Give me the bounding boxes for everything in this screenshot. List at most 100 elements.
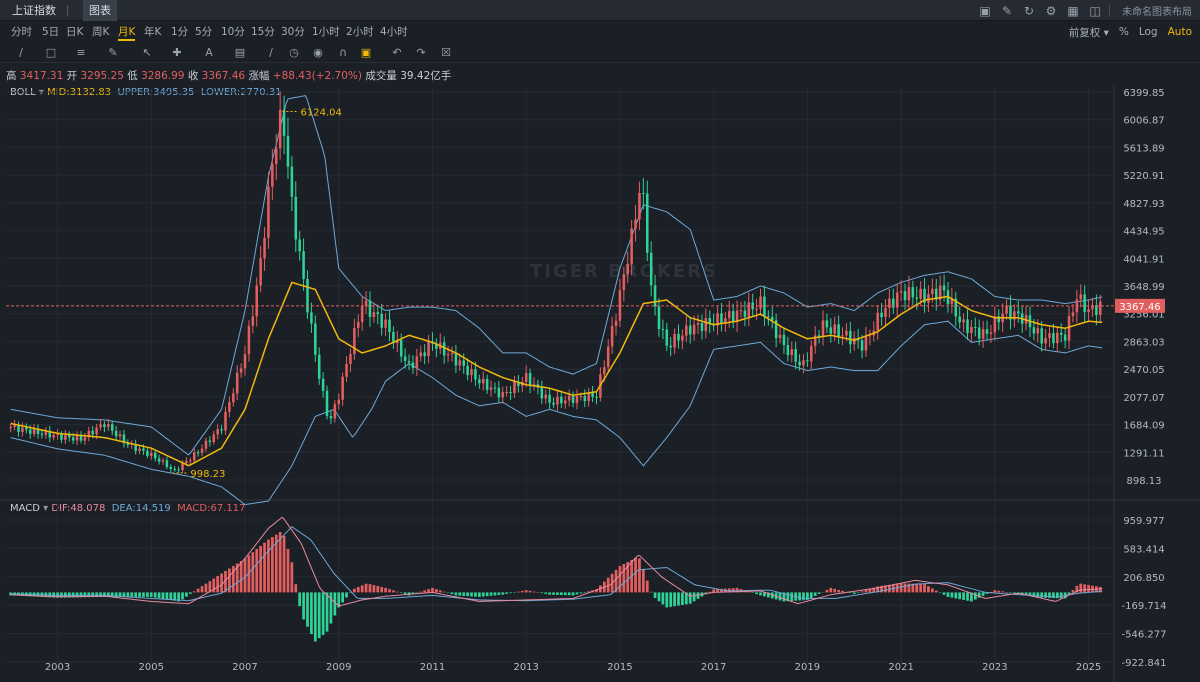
candle-body bbox=[794, 349, 797, 362]
settings-icon[interactable]: ⚙ bbox=[1045, 3, 1057, 18]
period-timeshare[interactable]: 分时 bbox=[11, 26, 32, 38]
macd-bar bbox=[684, 592, 688, 605]
macd-bar bbox=[513, 592, 516, 593]
macd-bar bbox=[1071, 590, 1075, 593]
auto-toggle[interactable]: Auto bbox=[1167, 26, 1192, 38]
period-1h[interactable]: 1小时 bbox=[312, 26, 340, 38]
candle-body bbox=[587, 392, 590, 402]
candle-body bbox=[95, 427, 98, 435]
lock-icon[interactable]: ◷ bbox=[289, 46, 299, 59]
candle-body bbox=[9, 426, 12, 428]
candle-body bbox=[778, 334, 782, 339]
macd-bar bbox=[438, 590, 442, 593]
period-15m[interactable]: 15分 bbox=[251, 26, 275, 38]
macd-bar bbox=[556, 592, 559, 595]
layout-icon[interactable]: ◫ bbox=[1089, 3, 1101, 18]
refresh-icon[interactable]: ↻ bbox=[1023, 3, 1035, 18]
candle-body bbox=[454, 352, 458, 366]
y-tick-label: 5613.89 bbox=[1123, 143, 1164, 154]
eye-icon[interactable]: ◉ bbox=[313, 46, 323, 59]
fork-tool-icon[interactable]: ≡ bbox=[76, 46, 86, 59]
candle-body bbox=[122, 434, 126, 444]
volume-label: 成交量 bbox=[365, 70, 397, 82]
rect-tool-icon[interactable]: □ bbox=[45, 46, 57, 59]
tab-chart[interactable]: 图表 bbox=[83, 0, 117, 21]
candle-body bbox=[595, 396, 598, 398]
macd-bar bbox=[731, 588, 735, 593]
period-1m[interactable]: 1分 bbox=[171, 26, 189, 38]
macd-dif: DIF:48.078 bbox=[51, 503, 106, 514]
group-icon[interactable]: ▣ bbox=[360, 46, 372, 59]
line-tool-icon[interactable]: ∕ bbox=[19, 46, 23, 59]
redo-icon[interactable]: ↷ bbox=[416, 46, 426, 59]
y-tick-label: 2077.07 bbox=[1123, 393, 1164, 404]
period-5m[interactable]: 5分 bbox=[195, 26, 213, 38]
adjust-dropdown[interactable]: 前复权 ▾ bbox=[1069, 25, 1109, 40]
macd-bar bbox=[204, 583, 208, 593]
log-toggle[interactable]: Log bbox=[1138, 26, 1158, 38]
candle-body bbox=[517, 381, 520, 386]
candle-body bbox=[833, 324, 836, 334]
x-tick-label: 2021 bbox=[888, 662, 913, 673]
period-monthly[interactable]: 月K bbox=[118, 22, 136, 42]
period-10m[interactable]: 10分 bbox=[221, 26, 245, 38]
candle-body bbox=[56, 434, 59, 436]
grid-icon[interactable]: ▦ bbox=[1067, 3, 1079, 18]
tab-symbol[interactable]: 上证指数 bbox=[12, 4, 56, 17]
percent-toggle[interactable]: % bbox=[1118, 26, 1129, 38]
macd-bar bbox=[614, 569, 618, 593]
draw-icon[interactable]: ✎ bbox=[1001, 3, 1013, 18]
boll-mid-line bbox=[10, 281, 1103, 467]
period-daily[interactable]: 日K bbox=[66, 26, 84, 38]
magnet-icon[interactable]: ∩ bbox=[338, 46, 348, 59]
candle-body bbox=[345, 364, 348, 377]
macd-bar bbox=[235, 563, 239, 593]
trash-icon[interactable]: ☒ bbox=[441, 46, 451, 59]
open-value: 3295.25 bbox=[80, 70, 124, 82]
macd-bar bbox=[759, 592, 762, 596]
macd-bar bbox=[415, 592, 419, 593]
candle-body bbox=[634, 219, 637, 229]
measure-tool-icon[interactable]: ✚ bbox=[172, 46, 182, 59]
macd-bar bbox=[427, 589, 430, 593]
macd-bar bbox=[825, 589, 829, 593]
macd-bar bbox=[1087, 584, 1090, 593]
macd-legend[interactable]: MACD ▾ DIF:48.078 DEA:14.519 MACD:67.117 bbox=[10, 503, 245, 514]
bars-tool-icon[interactable]: ▤ bbox=[234, 46, 246, 59]
pencil-tool-icon[interactable]: ✎ bbox=[108, 46, 118, 59]
period-weekly[interactable]: 周K bbox=[92, 26, 110, 38]
candle-body bbox=[64, 434, 67, 440]
macd-bar bbox=[212, 578, 216, 593]
period-4h[interactable]: 4小时 bbox=[380, 26, 408, 38]
y-tick-label: 2863.03 bbox=[1123, 337, 1164, 348]
candle-body bbox=[286, 135, 290, 167]
period-yearly[interactable]: 年K bbox=[144, 26, 162, 38]
macd-bar bbox=[329, 592, 333, 624]
macd-bar bbox=[489, 592, 493, 596]
undo-icon[interactable]: ↶ bbox=[392, 46, 402, 59]
macd-bar bbox=[919, 583, 923, 593]
macd-bar bbox=[755, 592, 758, 595]
layout-name[interactable]: 未命名图表布局 bbox=[1122, 7, 1192, 18]
period-2h[interactable]: 2小时 bbox=[346, 26, 374, 38]
arrow-tool-icon[interactable]: ↖ bbox=[142, 46, 152, 59]
macd-bar bbox=[802, 592, 805, 601]
candle-body bbox=[653, 285, 657, 307]
macd-bar bbox=[345, 592, 348, 598]
candle-body bbox=[552, 402, 555, 405]
period-5d[interactable]: 5日 bbox=[42, 26, 60, 38]
candle-body bbox=[302, 251, 305, 279]
candle-body bbox=[306, 278, 309, 313]
candle-body bbox=[759, 296, 762, 309]
candle-body bbox=[852, 338, 856, 345]
candle-body bbox=[860, 340, 864, 351]
macd-bar bbox=[923, 584, 926, 593]
brush-tool-icon[interactable]: ∕ bbox=[269, 46, 273, 59]
macd-bar bbox=[403, 592, 407, 595]
screenshot-icon[interactable]: ▣ bbox=[979, 3, 991, 18]
candle-body bbox=[989, 332, 993, 334]
period-30m[interactable]: 30分 bbox=[281, 26, 305, 38]
candle-body bbox=[25, 427, 28, 430]
text-tool-icon[interactable]: A bbox=[205, 46, 213, 59]
